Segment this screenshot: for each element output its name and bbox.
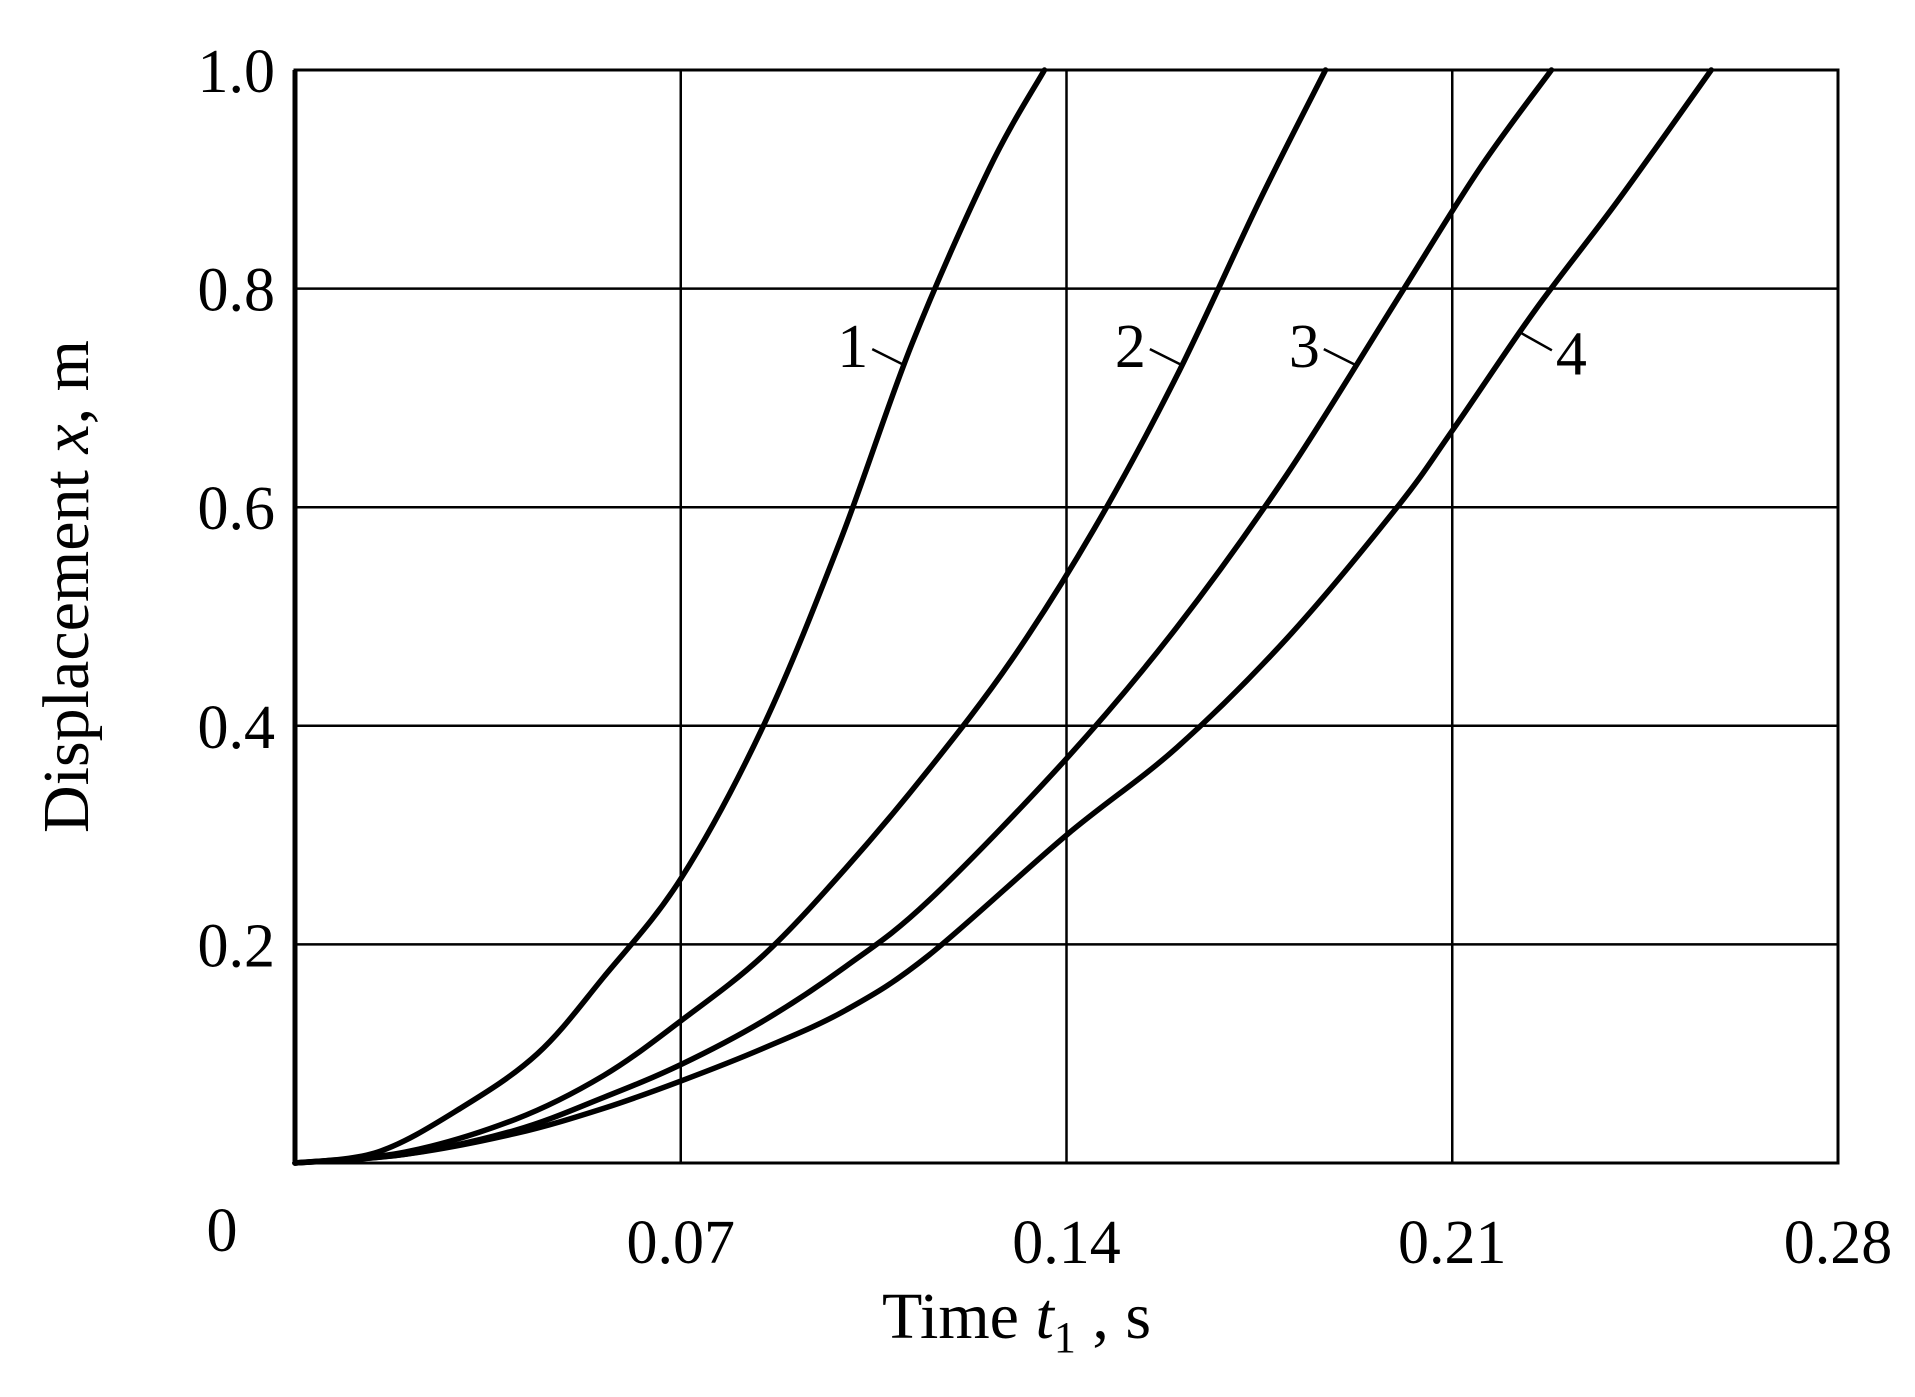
x-tick-labels: 0.07 0.14 0.21 0.28 [627,1209,1893,1277]
origin-label: 0 [207,1197,238,1265]
y-tick-labels: 0.2 0.4 0.6 0.8 1.0 [198,38,276,980]
y-axis-title-prefix: Displacement [30,454,103,833]
curve-label: 1 [837,313,868,381]
series-group [292,67,1714,1166]
x-tick-label: 0.14 [1012,1209,1121,1277]
y-tick-label: 0.8 [198,257,276,325]
curve-label-leader [1149,347,1183,367]
y-axis-title-variable: x [30,424,103,454]
curve-label: 3 [1289,313,1320,381]
x-axis-title-subscript: 1 [1054,1313,1076,1362]
plot-frame [293,68,1840,1165]
series-line-1 [292,67,1048,1166]
y-tick-label: 0.2 [198,912,276,980]
y-axis-title: Displacement x, m [30,340,103,833]
series-line-2 [292,67,1329,1166]
grid-lines [292,68,1840,1163]
curve-label-leader [1519,331,1553,352]
x-tick-label: 0.07 [627,1209,736,1277]
y-tick-label: 1.0 [198,38,276,106]
x-tick-label: 0.28 [1784,1209,1893,1277]
y-axis-title-suffix: , m [30,340,103,424]
curve-label-leader [871,347,905,367]
curve-label: 4 [1556,320,1587,388]
x-axis-title-variable: t [1035,1280,1055,1353]
y-tick-label: 0.6 [198,475,276,543]
x-axis-title-prefix: Time [882,1280,1035,1353]
x-axis-title: Time t1 , s [882,1280,1151,1362]
y-tick-label: 0.4 [198,694,276,762]
series-line-4 [292,67,1714,1166]
curve-label: 2 [1115,313,1146,381]
curve-label-leader [1323,347,1357,367]
series-line-3 [292,67,1555,1166]
curve-labels: 1 2 3 4 [837,313,1587,388]
x-tick-label: 0.21 [1398,1209,1507,1277]
x-axis-title-suffix: , s [1076,1280,1151,1353]
